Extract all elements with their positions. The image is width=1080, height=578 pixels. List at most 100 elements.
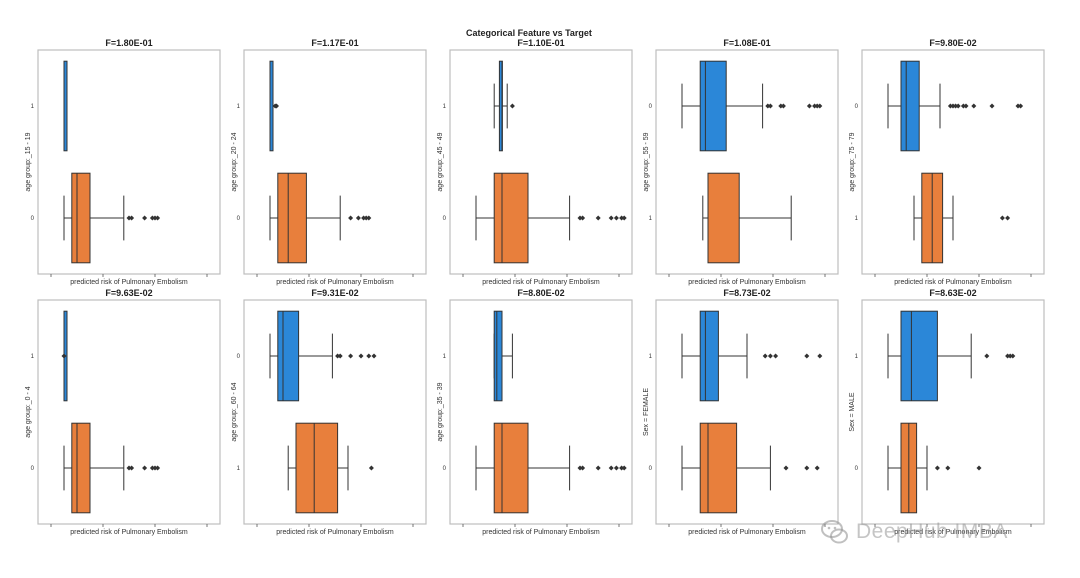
outlier-point — [773, 353, 779, 359]
y-tick-label: 0 — [855, 466, 859, 472]
y-axis-label: age group:_60 - 64 — [231, 382, 238, 441]
outlier-point — [814, 103, 820, 109]
outlier-point — [1015, 103, 1021, 109]
y-tick-label: 1 — [855, 354, 859, 360]
outlier-point — [608, 465, 614, 471]
x-axis-label: predicted risk of Pulmonary Embolism — [70, 529, 188, 536]
y-tick-label: 0 — [31, 216, 35, 222]
box — [493, 172, 529, 264]
outlier-point — [621, 465, 627, 471]
box — [295, 422, 339, 514]
watermark: DeepHub IMBA — [820, 512, 1060, 552]
y-tick-label: 1 — [237, 466, 241, 472]
outlier-point — [762, 353, 768, 359]
y-tick-label: 0 — [855, 104, 859, 110]
outlier-point — [780, 103, 786, 109]
outlier-point — [366, 353, 372, 359]
wechat-logo-icon — [821, 520, 848, 544]
x-axis-label: predicted risk of Pulmonary Embolism — [482, 529, 600, 536]
outlier-point — [149, 465, 155, 471]
outlier-point — [126, 215, 132, 221]
outlier-point — [1018, 103, 1024, 109]
y-axis-label: age group:_20 - 24 — [231, 132, 238, 191]
subplot: F=1.10E-01 predicted risk of Pulmonary Em… — [437, 38, 633, 286]
outlier-point — [274, 103, 279, 109]
x-axis-label: predicted risk of Pulmonary Embolism — [688, 529, 806, 536]
y-axis-label: age group:_75 - 79 — [849, 132, 856, 191]
watermark-text: DeepHub IMBA — [856, 520, 1008, 543]
y-axis-label: age group:_55 - 59 — [643, 132, 650, 191]
outlier-point — [778, 103, 784, 109]
subplot: F=8.80E-02 predicted risk of Pulmonary Em… — [437, 288, 633, 536]
x-axis-label: predicted risk of Pulmonary Embolism — [688, 279, 806, 286]
subplot: F=1.80E-01 predicted risk of Pulmonary Em… — [25, 38, 221, 286]
outlier-point — [358, 353, 364, 359]
outlier-point — [152, 465, 158, 471]
box — [699, 310, 719, 402]
x-axis-label: predicted risk of Pulmonary Embolism — [276, 529, 394, 536]
outlier-point — [355, 215, 361, 221]
plot-frame — [655, 49, 839, 275]
panels: F=1.80E-01 predicted risk of Pulmonary Em… — [25, 38, 1045, 536]
outlier-point — [142, 215, 148, 221]
y-axis-label: age group:_0 - 4 — [25, 386, 32, 437]
outlier-point — [1005, 353, 1011, 359]
outlier-point — [155, 215, 161, 221]
box — [900, 60, 920, 152]
subplot: F=8.73E-02 predicted risk of Pulmonary Em… — [643, 288, 839, 536]
outlier-point — [142, 465, 148, 471]
plot-frame — [861, 299, 1045, 525]
outlier-point — [817, 353, 823, 359]
subplot-title: F=9.31E-02 — [311, 288, 358, 298]
plot-frame — [449, 299, 633, 525]
outlier-point — [368, 465, 374, 471]
outlier-point — [621, 215, 627, 221]
outlier-point — [61, 353, 67, 359]
outlier-point — [613, 215, 619, 221]
y-tick-label: 0 — [649, 104, 653, 110]
y-axis-label: Sex = FEMALE — [643, 388, 650, 436]
outlier-point — [950, 103, 956, 109]
y-axis-label: Sex = MALE — [849, 392, 856, 431]
y-tick-label: 1 — [649, 216, 653, 222]
outlier-point — [152, 215, 158, 221]
outlier-point — [806, 103, 812, 109]
box — [277, 310, 300, 402]
outlier-point — [767, 353, 773, 359]
subplot-title: F=1.10E-01 — [517, 38, 564, 48]
outlier-point — [1007, 353, 1013, 359]
box — [699, 60, 727, 152]
outlier-point — [509, 103, 515, 109]
y-tick-label: 0 — [649, 466, 653, 472]
outlier-point — [155, 465, 161, 471]
y-axis-label: age group:_35 - 39 — [437, 382, 444, 441]
outlier-point — [953, 103, 959, 109]
x-axis-label: predicted risk of Pulmonary Embolism — [894, 279, 1012, 286]
subplot-title: F=1.08E-01 — [723, 38, 770, 48]
y-axis-label: age group:_45 - 49 — [437, 132, 444, 191]
outlier-point — [361, 215, 367, 221]
outlier-point — [817, 103, 823, 109]
outlier-point — [955, 103, 961, 109]
outlier-point — [580, 465, 586, 471]
outlier-point — [1010, 353, 1016, 359]
outlier-point — [767, 103, 773, 109]
plot-frame — [243, 49, 427, 275]
figure-suptitle: Categorical Feature vs Target — [466, 28, 592, 38]
outlier-point — [577, 465, 583, 471]
y-tick-label: 1 — [649, 354, 653, 360]
outlier-point — [619, 215, 625, 221]
outlier-point — [814, 465, 820, 471]
subplot: F=9.31E-02 predicted risk of Pulmonary Em… — [231, 288, 427, 536]
outlier-point — [812, 103, 818, 109]
subplot-title: F=1.17E-01 — [311, 38, 358, 48]
outlier-point — [804, 465, 810, 471]
subplot-title: F=9.63E-02 — [105, 288, 152, 298]
outlier-point — [337, 353, 343, 359]
x-axis-label: predicted risk of Pulmonary Embolism — [276, 279, 394, 286]
y-axis-label: age group:_15 - 19 — [25, 132, 32, 191]
outlier-point — [765, 103, 771, 109]
outlier-point — [348, 353, 354, 359]
outlier-point — [335, 353, 341, 359]
